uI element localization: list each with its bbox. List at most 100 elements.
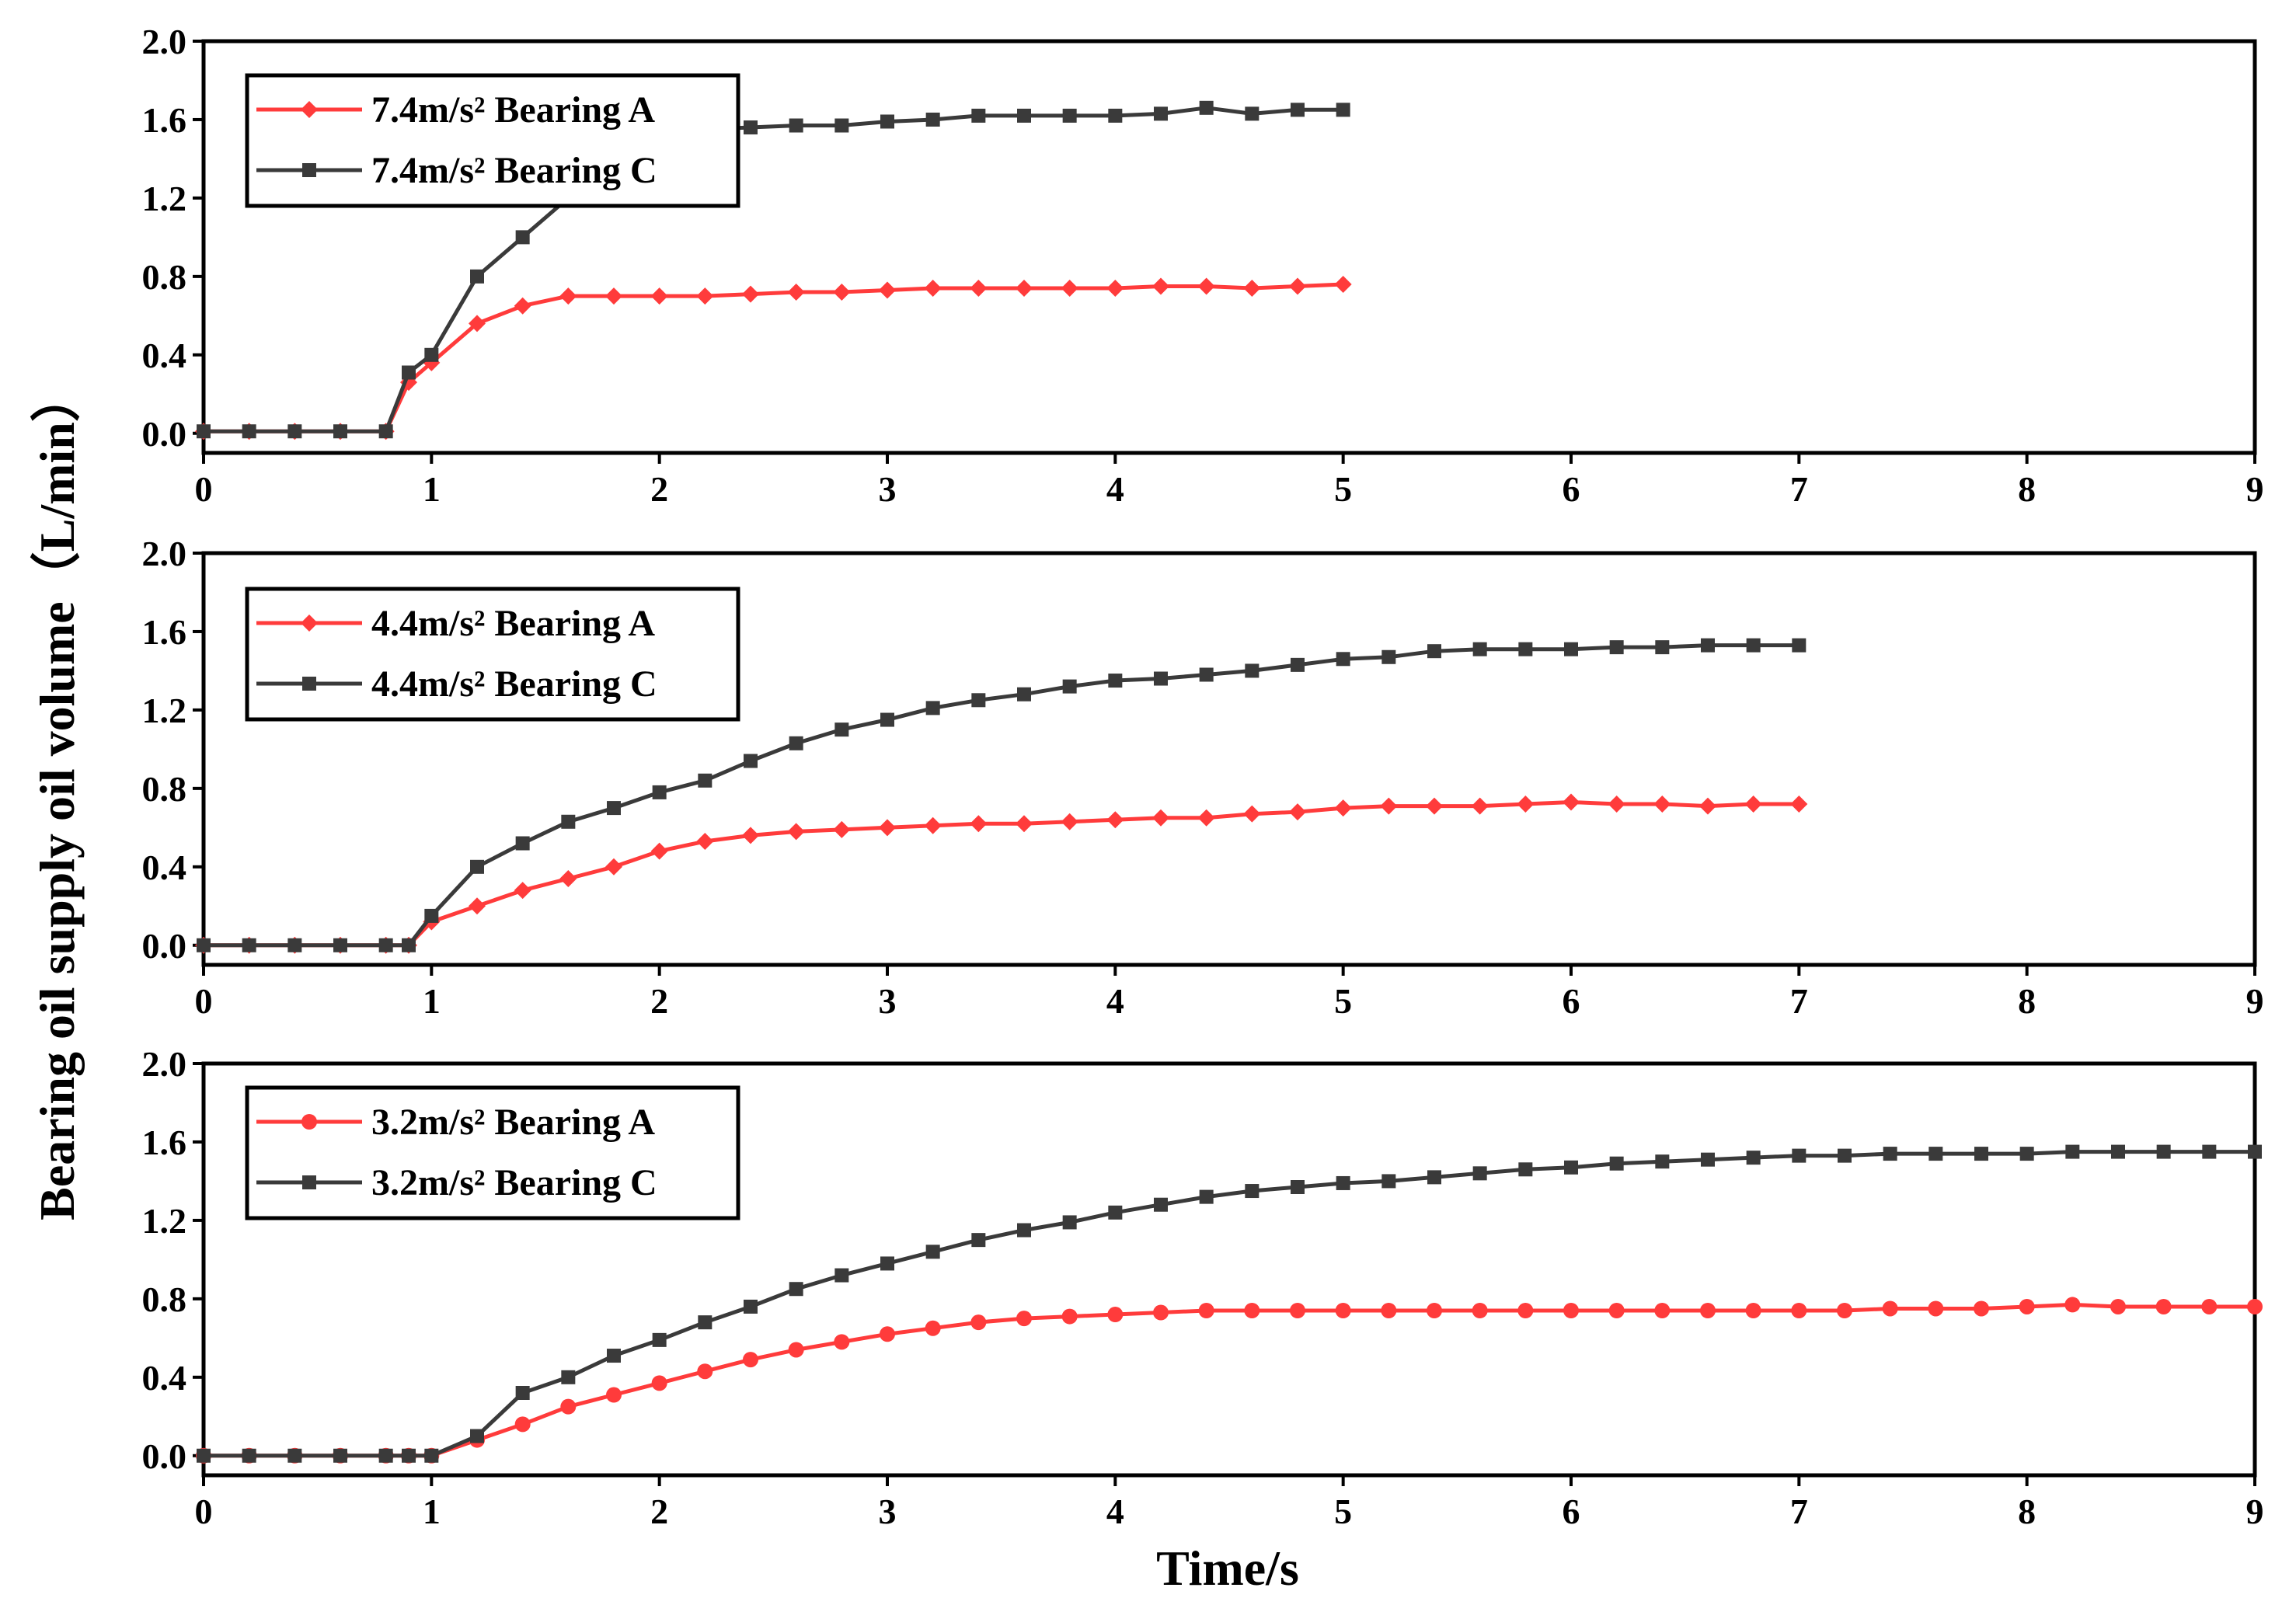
data-point	[1792, 638, 1806, 653]
data-point	[242, 1448, 256, 1463]
y-tick-label: 2.0	[142, 534, 187, 573]
chart-panel-3: 0 1 2 3 4 5 6 7 8 9 0.0 0.4 0.8 1.2 1.6 2.0 3.2m/s² Bear…	[142, 1044, 2264, 1531]
data-point	[1289, 803, 1306, 821]
data-point	[1472, 1166, 1487, 1181]
panels-layer: 0 1 2 3 4 5 6 7 8 9 0.0 0.4 0.8 1.2 1.6 2.0 7.4m/s² Bear…	[142, 22, 2264, 1531]
legend-box	[245, 587, 740, 722]
data-point	[970, 280, 988, 297]
data-point	[924, 816, 942, 834]
data-point	[650, 287, 668, 305]
data-point	[879, 819, 896, 837]
data-point	[1291, 1180, 1305, 1194]
data-point	[1243, 805, 1261, 823]
x-tick-label: 8	[2018, 469, 2036, 509]
data-point	[2156, 1144, 2171, 1159]
y-tick-label: 2.0	[142, 22, 187, 61]
data-point	[742, 827, 759, 844]
data-point	[1609, 640, 1624, 655]
data-point	[1564, 1160, 1578, 1175]
data-point	[925, 1320, 941, 1336]
data-point	[1745, 1303, 1761, 1318]
data-point	[880, 114, 894, 129]
y-tick-label: 0.4	[142, 1358, 187, 1398]
x-tick-label: 2	[650, 1492, 668, 1531]
data-point	[744, 1299, 758, 1314]
x-tick-label: 7	[1790, 469, 1808, 509]
data-point	[605, 858, 622, 876]
x-tick-label: 5	[1334, 981, 1352, 1021]
data-point	[743, 1352, 758, 1368]
data-point	[1744, 796, 1762, 813]
data-point	[1198, 1303, 1214, 1318]
data-point	[1291, 103, 1305, 117]
data-point	[1289, 277, 1306, 295]
data-point	[744, 754, 758, 768]
data-point	[970, 1314, 987, 1331]
data-point	[333, 424, 347, 439]
data-point	[378, 424, 393, 439]
legend-label: 4.4m/s² Bearing C	[371, 663, 657, 705]
data-point	[1746, 638, 1761, 653]
x-tick-label: 6	[1563, 469, 1580, 509]
legend-label: 7.4m/s² Bearing C	[371, 150, 657, 191]
x-tick-label: 6	[1563, 981, 1580, 1021]
y-tick-label: 0.8	[142, 257, 187, 297]
data-point	[607, 1349, 621, 1363]
data-point	[834, 1268, 849, 1283]
data-point	[1472, 1303, 1488, 1318]
data-point	[971, 693, 986, 708]
data-point	[2248, 1144, 2262, 1159]
data-point	[834, 118, 849, 133]
data-point	[1517, 796, 1535, 813]
data-point	[607, 801, 621, 816]
data-point	[1699, 797, 1716, 815]
data-point	[1518, 1162, 1533, 1177]
data-point	[402, 938, 416, 952]
data-point	[1381, 1303, 1397, 1318]
data-point	[833, 820, 851, 838]
data-point	[925, 1245, 940, 1259]
legend-swatch-marker	[302, 1175, 316, 1189]
data-point	[1290, 1303, 1305, 1318]
data-point	[402, 1448, 416, 1463]
data-point	[879, 281, 896, 299]
x-tick-label: 0	[195, 1492, 213, 1531]
data-point	[696, 833, 714, 850]
y-tick-label: 0.0	[142, 1436, 187, 1476]
legend-box	[245, 73, 740, 208]
data-point	[1472, 642, 1487, 656]
data-point	[197, 424, 211, 439]
data-point	[971, 1233, 986, 1248]
data-point	[2019, 1298, 2035, 1314]
data-point	[1245, 663, 1259, 678]
data-point	[2110, 1298, 2126, 1314]
data-point	[333, 938, 347, 952]
data-point	[789, 1282, 803, 1297]
data-point	[1701, 638, 1715, 653]
data-point	[970, 815, 988, 833]
series-bearing-a	[195, 275, 1352, 440]
data-point	[787, 284, 805, 301]
data-point	[197, 938, 211, 952]
plot-frame	[201, 39, 2257, 455]
series-bearing-a	[195, 793, 1808, 954]
data-point	[833, 284, 851, 301]
data-point	[1197, 809, 1215, 827]
data-point	[1199, 1189, 1214, 1204]
y-tick-label: 0.4	[142, 848, 187, 887]
y-tick-label: 0.0	[142, 926, 187, 966]
data-point	[469, 315, 486, 332]
data-point	[1609, 1156, 1624, 1171]
data-point	[650, 842, 668, 860]
data-point	[1381, 649, 1396, 664]
data-point	[652, 785, 667, 799]
data-point	[2064, 1297, 2081, 1313]
data-point	[1655, 640, 1670, 655]
data-point	[789, 736, 803, 750]
x-tick-label: 7	[1790, 1492, 1808, 1531]
data-point	[1427, 644, 1441, 659]
x-tick-label: 2	[650, 981, 668, 1021]
legend: 4.4m/s² Bearing A 4.4m/s² Bearing C	[245, 587, 740, 722]
x-tick-label: 3	[879, 1492, 897, 1531]
data-point	[605, 287, 622, 305]
